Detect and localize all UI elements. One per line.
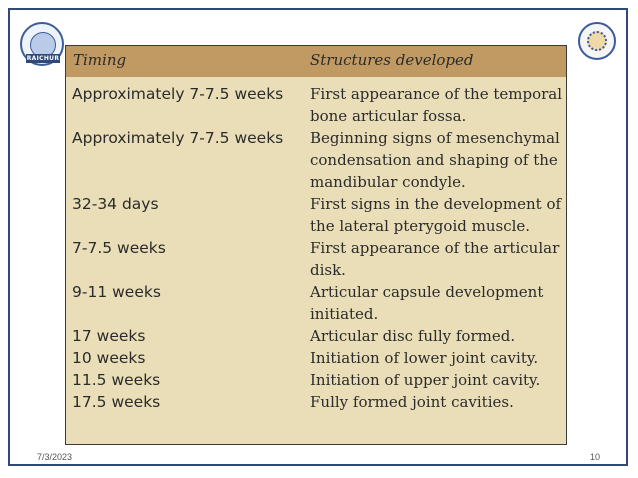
timing-cell: 7-7.5 weeks: [72, 239, 166, 257]
structure-cell: Initiation of lower joint cavity.: [310, 349, 539, 367]
table-row: 10 weeks Initiation of lower joint cavit…: [66, 347, 566, 369]
structure-cell: Initiation of upper joint cavity.: [310, 371, 541, 389]
header-timing: Timing: [73, 51, 127, 69]
timing-cell: 17.5 weeks: [72, 393, 161, 411]
table-row: Approximately 7-7.5 weeks First appearan…: [66, 83, 566, 127]
structure-cell: Articular disc fully formed.: [310, 327, 516, 345]
structure-cell: Articular capsule development initiated.: [310, 283, 544, 323]
structure-cell: First appearance of the articular disk.: [310, 239, 560, 279]
table-row: 32-34 days First signs in the developmen…: [66, 193, 566, 237]
header-structures: Structures developed: [310, 51, 474, 69]
table-row: Approximately 7-7.5 weeks Beginning sign…: [66, 127, 566, 193]
structure-cell: First appearance of the temporal bone ar…: [310, 85, 563, 125]
table-row: 7-7.5 weeks First appearance of the arti…: [66, 237, 566, 281]
structure-cell: First signs in the development of the la…: [310, 195, 562, 235]
structure-cell: Beginning signs of mesenchymal condensat…: [310, 129, 560, 191]
table-header: Timing Structures developed: [66, 46, 566, 77]
college-logo: RAICHUR: [20, 22, 64, 66]
timing-cell: 17 weeks: [72, 327, 146, 345]
timing-cell: 32-34 days: [72, 195, 159, 213]
university-seal-icon: [587, 31, 607, 51]
timing-cell: 11.5 weeks: [72, 371, 161, 389]
timing-cell: Approximately 7-7.5 weeks: [72, 129, 284, 147]
timing-cell: Approximately 7-7.5 weeks: [72, 85, 284, 103]
table-body: Approximately 7-7.5 weeks First appearan…: [66, 83, 566, 413]
tmj-development-table: Timing Structures developed Approximatel…: [65, 45, 567, 445]
timing-cell: 9-11 weeks: [72, 283, 161, 301]
slide-page-number: 10: [590, 452, 601, 462]
table-row: 11.5 weeks Initiation of upper joint cav…: [66, 369, 566, 391]
table-row: 17.5 weeks Fully formed joint cavities.: [66, 391, 566, 413]
university-seal: [578, 22, 616, 60]
slide-frame: [8, 8, 628, 466]
timing-cell: 10 weeks: [72, 349, 146, 367]
structure-cell: Fully formed joint cavities.: [310, 393, 514, 411]
table-row: 17 weeks Articular disc fully formed.: [66, 325, 566, 347]
table-row: 9-11 weeks Articular capsule development…: [66, 281, 566, 325]
slide-date: 7/3/2023: [37, 452, 73, 462]
college-logo-banner: RAICHUR: [26, 54, 60, 63]
